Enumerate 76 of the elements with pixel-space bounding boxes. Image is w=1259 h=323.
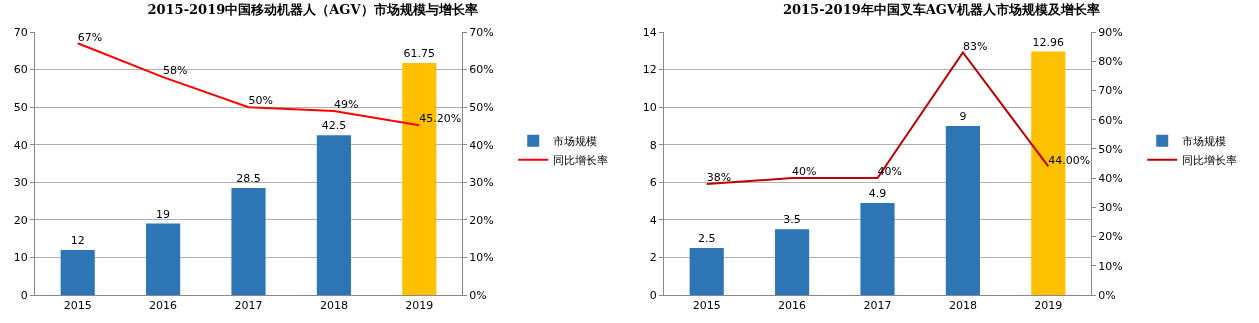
data-label: 2.5 [697,232,716,246]
y-tick-label: 8 [649,138,657,152]
x-tick-label: 2018 [948,299,977,313]
y2-tick-label: 20% [469,213,494,227]
data-label: 61.75 [403,47,436,60]
legend-label: 同比增长率 [1182,154,1238,168]
data-label: 3.5 [783,213,801,227]
y-tick-label: 14 [642,25,657,39]
y-tick-label: 50 [13,100,28,114]
y2-tick-label: 70% [469,25,494,39]
chart-title: 2015-2019年中国叉车AGV机器人市场规模及增长率 [782,1,1101,17]
data-label: 9 [959,109,967,123]
bar [60,249,95,295]
y-tick-label: 4 [649,213,657,227]
y-tick-label: 20 [13,213,28,227]
x-tick-label: 2016 [778,299,807,313]
y-tick-label: 6 [649,176,657,190]
data-label: 12.96 [1032,35,1065,49]
y-tick-label: 30 [13,176,28,190]
data-label: 83% [962,39,988,53]
y2-tick-label: 10% [1098,259,1123,273]
data-label: 12 [70,233,85,247]
data-label: 28.5 [236,171,261,185]
chart-title: 2015-2019中国移动机器人（AGV）市场规模与增长率 [147,1,478,17]
data-label: 19 [156,207,171,221]
y2-tick-label: 30% [469,176,494,190]
bar [860,202,895,295]
y-tick-label: 0 [649,288,657,302]
data-label: 50% [248,94,273,108]
y2-tick-label: 90% [1098,25,1123,39]
legend-label: 市场规模 [553,135,598,149]
x-tick-label: 2019 [405,299,434,313]
y2-tick-label: 0% [469,288,487,302]
bar [231,187,266,295]
y2-tick-label: 40% [1098,171,1123,185]
x-tick-label: 2017 [234,299,263,313]
x-tick-label: 2019 [1034,299,1063,313]
y-tick-label: 0 [20,288,28,302]
bar [316,135,351,295]
y2-tick-label: 10% [469,251,494,265]
data-label: 67% [77,30,103,44]
data-label: 40% [792,165,817,179]
data-label: 38% [706,171,732,185]
data-label: 4.9 [868,186,887,200]
y2-tick-label: 60% [1098,113,1123,127]
x-tick-label: 2015 [63,299,92,313]
data-label: 49% [333,98,359,112]
line-series [705,51,1050,185]
y-tick-label: 12 [642,63,657,77]
legend-label: 市场规模 [1182,135,1227,149]
bar [945,125,980,295]
bar [146,223,181,295]
y-tick-label: 60 [13,63,28,77]
x-tick-label: 2017 [863,299,892,313]
y2-tick-label: 50% [1098,142,1123,156]
y2-tick-label: 70% [1098,84,1123,98]
y-tick-label: 40 [13,138,28,152]
x-tick-label: 2015 [692,299,721,313]
y2-tick-label: 80% [1098,55,1123,69]
y-tick-label: 10 [642,100,657,114]
x-tick-label: 2016 [149,299,178,313]
y2-tick-label: 40% [469,138,494,152]
data-label: 58% [163,64,188,78]
y2-tick-label: 30% [1098,201,1123,215]
y-tick-label: 2 [649,251,657,265]
y2-tick-label: 20% [1098,230,1123,244]
y2-tick-label: 60% [469,63,494,77]
bar [689,248,724,295]
y-tick-label: 70 [13,25,28,39]
legend-label: 同比增长率 [553,154,609,168]
y-tick-label: 10 [13,251,28,265]
bar [775,229,810,295]
x-tick-label: 2018 [319,299,348,313]
y2-tick-label: 0% [1098,288,1116,302]
data-label: 42.5 [321,119,347,133]
y2-tick-label: 50% [469,100,494,114]
